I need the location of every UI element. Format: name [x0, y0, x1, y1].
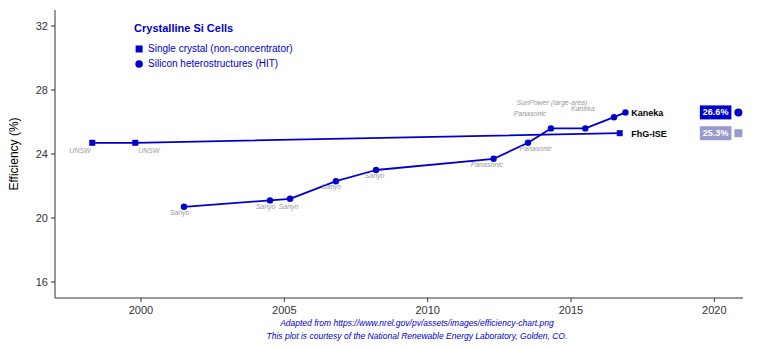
- annotation: UNSW: [69, 147, 92, 154]
- x-tick-label: 2005: [272, 304, 296, 316]
- annotation: Kaneka: [571, 105, 595, 112]
- badge-box: [700, 105, 732, 119]
- annotation: Panasonic: [519, 145, 552, 152]
- x-tick-label: 2020: [702, 304, 726, 316]
- badge: 25.3%: [700, 126, 743, 140]
- legend-label: Silicon heterostructures (HIT): [148, 58, 278, 69]
- chart: 16 20 24 28 32 2000 2005 2010 2015 2020 Efficiency…: [0, 0, 758, 348]
- y-tick-label: 28: [36, 84, 48, 96]
- badge-label: 26.6%: [703, 107, 729, 117]
- y-tick: [51, 154, 55, 155]
- point: [287, 196, 293, 202]
- point: [582, 125, 588, 131]
- x-tick-label: 2015: [559, 304, 583, 316]
- annotation: Sanyo: [170, 209, 190, 217]
- legend-marker: [136, 45, 143, 52]
- point: [132, 140, 138, 146]
- x-tick-label: 2010: [415, 304, 439, 316]
- x-tick: [714, 298, 715, 302]
- legend: Single crystal (non-concentrator) Silicon…: [135, 43, 292, 69]
- point: [617, 130, 623, 136]
- annotation: Panasonic: [514, 110, 547, 117]
- y-tick: [51, 282, 55, 283]
- y-axis-label: Efficiency (%): [7, 117, 21, 190]
- annotation: FhG-ISE: [631, 129, 667, 139]
- x-tick: [141, 298, 142, 302]
- x-tick: [427, 298, 428, 302]
- point: [611, 114, 617, 120]
- badge-marker: [734, 108, 742, 116]
- y-tick-label: 20: [36, 212, 48, 224]
- y-tick: [51, 26, 55, 27]
- annotation: Panasonic: [471, 161, 504, 168]
- y-tick-label: 16: [36, 276, 48, 288]
- footnote: This plot is courtesy of the National Re…: [266, 331, 567, 341]
- badge-marker: [734, 129, 742, 137]
- point: [548, 125, 554, 131]
- title: Crystalline Si Cells: [134, 22, 233, 34]
- point: [622, 109, 628, 115]
- footnote: Adapted from https://www.nrel.gov/pv/ass…: [279, 318, 554, 328]
- x-tick-label: 2000: [129, 304, 153, 316]
- annotation: Sanyo: [256, 203, 276, 211]
- annotation: UNSW: [138, 147, 161, 154]
- x-tick: [284, 298, 285, 302]
- data-area: [89, 109, 628, 210]
- x-tick: [571, 298, 572, 302]
- badge-label: 25.3%: [703, 128, 729, 138]
- y-tick-label: 32: [36, 20, 48, 32]
- annotation: Kaneka: [631, 108, 664, 118]
- y-tick: [51, 90, 55, 91]
- annotation: Sanyo: [279, 203, 299, 211]
- y-tick: [51, 218, 55, 219]
- annotation: Sanyo: [365, 172, 385, 180]
- point: [89, 140, 95, 146]
- annotation: Sanyo: [322, 183, 342, 191]
- x-axis-line: [55, 298, 743, 299]
- series-line: [184, 112, 625, 206]
- badge-box: [700, 126, 732, 140]
- legend-label: Single crystal (non-concentrator): [148, 43, 293, 54]
- y-tick-label: 24: [36, 148, 48, 160]
- badge: 26.6%: [700, 105, 743, 119]
- legend-marker: [135, 60, 143, 68]
